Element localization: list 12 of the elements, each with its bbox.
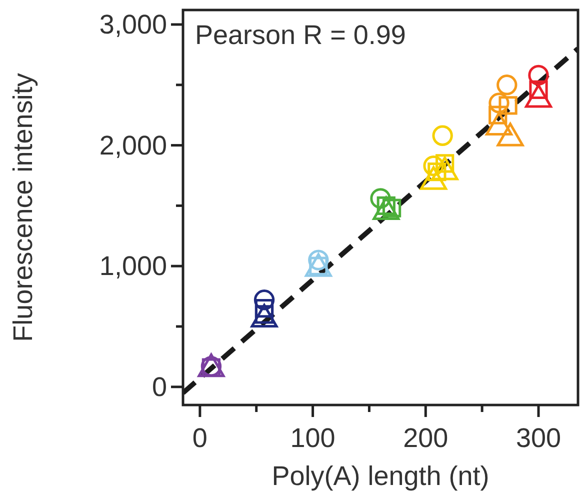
y-tick-label: 3,000 <box>99 9 167 40</box>
x-tick-label: 0 <box>192 423 208 453</box>
point <box>528 64 549 86</box>
y-axis-title: Fluorescence intensity <box>8 72 38 342</box>
x-tick-label: 300 <box>516 423 562 453</box>
y-tick-label: 2,000 <box>99 130 167 160</box>
y-tick-label: 0 <box>152 372 167 402</box>
x-tick-label: 100 <box>290 423 336 453</box>
annotation: Pearson R = 0.99 <box>195 20 406 50</box>
y-tick-label: 1,000 <box>99 251 167 282</box>
x-tick-label: 200 <box>403 423 448 453</box>
x-axis-title: Poly(A) length (nt) <box>272 461 490 491</box>
